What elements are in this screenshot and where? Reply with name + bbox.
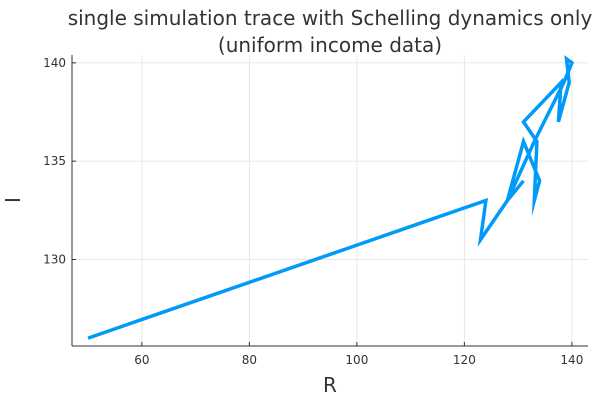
x-ticks: 60 80 100 120 140 bbox=[134, 342, 583, 367]
y-axis-label: I bbox=[1, 197, 25, 203]
x-tick-label: 120 bbox=[453, 353, 476, 367]
gridlines bbox=[72, 55, 588, 346]
series-line bbox=[87, 55, 575, 340]
y-tick-label: 130 bbox=[43, 252, 66, 266]
y-tick-label: 135 bbox=[43, 154, 66, 168]
x-tick-label: 60 bbox=[134, 353, 149, 367]
y-ticks: 130 135 140 bbox=[43, 56, 76, 266]
axes bbox=[71, 55, 588, 347]
chart-title-line2: (uniform income data) bbox=[218, 33, 442, 57]
x-axis-label: R bbox=[323, 373, 337, 397]
y-tick-label: 140 bbox=[43, 56, 66, 70]
series-group bbox=[87, 55, 575, 340]
x-tick-label: 100 bbox=[345, 353, 368, 367]
chart-title-line1: single simulation trace with Schelling d… bbox=[68, 6, 593, 30]
x-tick-label: 80 bbox=[242, 353, 257, 367]
x-tick-label: 140 bbox=[560, 353, 583, 367]
